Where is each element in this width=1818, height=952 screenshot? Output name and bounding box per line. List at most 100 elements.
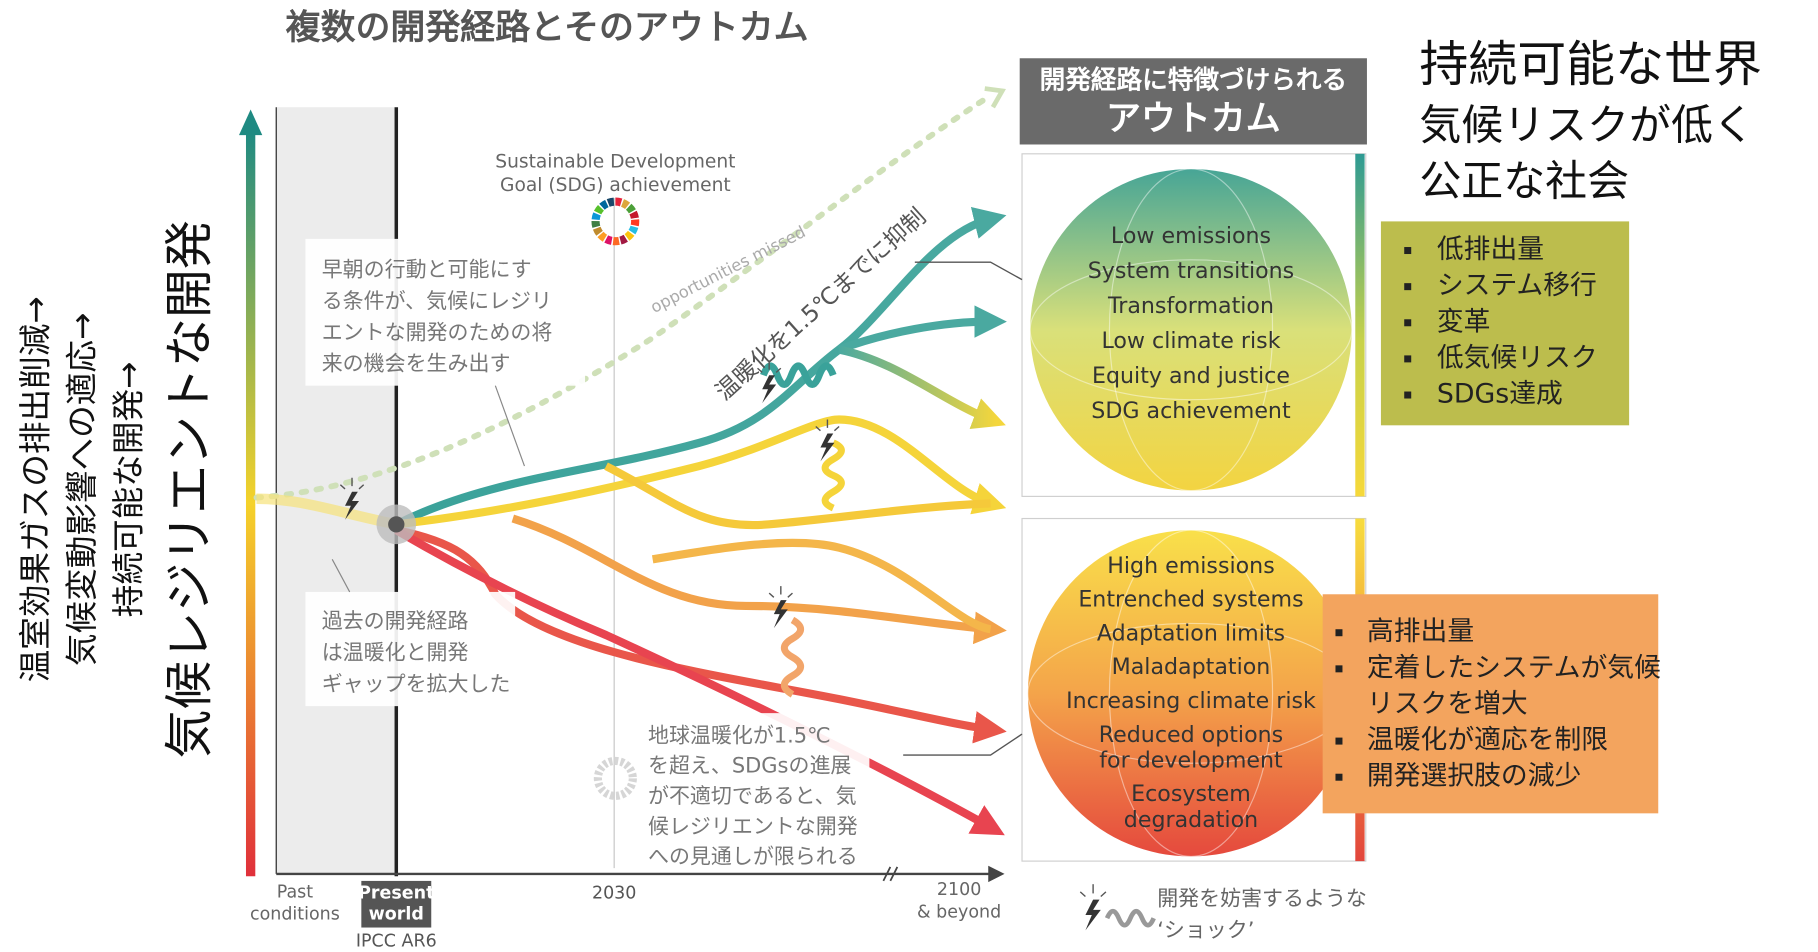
axis-label: 持続可能な開発→ [110,362,148,618]
pathway-red-2 [394,526,1005,836]
outcome-item: for development [1099,747,1283,773]
sdg-wheel-faded [593,756,637,800]
sdg-segment [615,197,623,207]
timeline-label: & beyond [917,902,1001,922]
outcome-ja-item: 変革 [1437,306,1491,337]
shock-ray [815,425,821,432]
annotation-text: への見通しが限られる [648,845,858,869]
pathway-teal-2 [837,305,1007,354]
axis-break [889,866,899,882]
bullet [1335,737,1343,745]
sdg-segment [591,220,601,228]
present-label-box [361,880,432,928]
outcome-item: Equity and justice [1092,363,1290,389]
pathway-yellow-2 [604,462,991,530]
annotation-leader [494,385,526,467]
positive-scale [1355,153,1365,497]
annotation-text: が不適切であると、気 [648,784,857,808]
timeline-label: 2030 [592,884,636,904]
axis-label: 気候変動影響への適応→ [63,313,101,666]
legend-text: 開発を妨害するような [1157,887,1367,911]
shock-ray [1079,891,1086,898]
outcome-ja-item: 温暖化が適応を制限 [1367,725,1608,756]
outcome-ja-item: 低気候リスク [1437,342,1598,373]
outcome-item: degradation [1124,807,1258,833]
time-axis-head [988,865,1005,883]
outcomes-header-box [1019,58,1367,145]
resilience-axis-head [238,109,263,136]
shock-ray [775,367,782,373]
outcome-item: SDG achievement [1091,398,1291,424]
bullet [1404,355,1412,363]
outcome-item: Increasing climate risk [1066,688,1316,714]
shock-bolt [773,600,788,629]
shock-ray [339,484,346,490]
timeline-label: conditions [250,905,340,925]
sdg-segment [599,199,609,210]
outcome-item: Transformation [1107,293,1274,319]
annotation-box [305,238,586,386]
outcome-item: System transitions [1088,258,1294,284]
outcome-item: Adaptation limits [1097,620,1285,646]
title: 複数の開発経路とそのアウトカム [286,8,809,48]
sdg-segment [591,212,601,221]
sdg-segment [593,204,605,215]
present-node-core [388,516,405,533]
annotation-text: 来の機会を生み出す [322,352,511,376]
pathway-yellow [395,415,1007,529]
annotation-text: 地球温暖化が1.5℃ [648,723,831,747]
past-region [276,107,397,874]
sdg-label: Goal (SDG) achievement [500,175,731,196]
outcome-ja-item: SDGs達成 [1437,379,1563,410]
summary-line: 気候リスクが低く [1419,101,1755,150]
bullet [1404,319,1412,327]
outcome-ja-item: リスクを増大 [1367,688,1528,719]
sdg-segment [597,231,608,242]
annotation-text: 過去の開発経路 [322,609,469,633]
annotation-text: を超え、SDGsの進展 [648,754,851,778]
timeline-label: 2100 [937,880,981,900]
timeline-label: Present [358,884,434,904]
annotation-box [305,591,516,707]
outcome-item: High emissions [1107,553,1274,579]
sdg-wheel [591,197,640,246]
pathway-teal-yellow [838,345,1006,430]
pathway-teal [394,207,1007,529]
outcome-item: Maladaptation [1112,654,1271,680]
annotation-text: エントな開発のための将 [322,320,553,344]
sdg-segment [592,226,603,236]
missed-pathway [253,92,994,501]
missed-pathway-head [984,86,1006,109]
annotation-text: ギャップを拡大した [322,672,511,696]
connector [914,261,1023,281]
axis-title: 気候レジリエントな開発 [161,220,218,758]
annotation-text: は温暖化と開発 [322,641,469,665]
negative-globe [1027,530,1355,857]
bullet [1404,247,1412,255]
shock-wiggle [780,616,805,698]
sdg-segment [620,199,631,210]
outcome-ja-item: 定着したシステムが気候 [1367,652,1661,683]
globe-grid [1108,168,1274,492]
bullet [1404,391,1412,399]
shock-wiggle [821,439,845,512]
sdg-segment [606,197,615,207]
positive-globe [1030,168,1352,491]
outcomes-header: アウトカム [1106,99,1281,139]
summary-heading: 持続可能な世界 [1419,36,1762,93]
shock-ray [768,592,775,598]
shock-ray [787,592,793,598]
outcome-item: Reduced options [1099,722,1283,748]
outcome-ja-item: システム移行 [1437,270,1597,301]
pathway-red [395,526,1007,744]
timeline-label: IPCC AR6 [356,932,437,952]
sdg-segment [604,235,613,245]
outcome-ja-item: 高排出量 [1367,616,1474,647]
sdg-segment [628,225,639,235]
outcomes-header: 開発経路に特徴づけられる [1040,65,1348,96]
annotation-box [629,713,870,870]
bullet [1335,629,1343,637]
outcome-ja-item: 開発選択肢の減少 [1367,761,1581,792]
outcome-ja-item: 低排出量 [1437,234,1544,265]
